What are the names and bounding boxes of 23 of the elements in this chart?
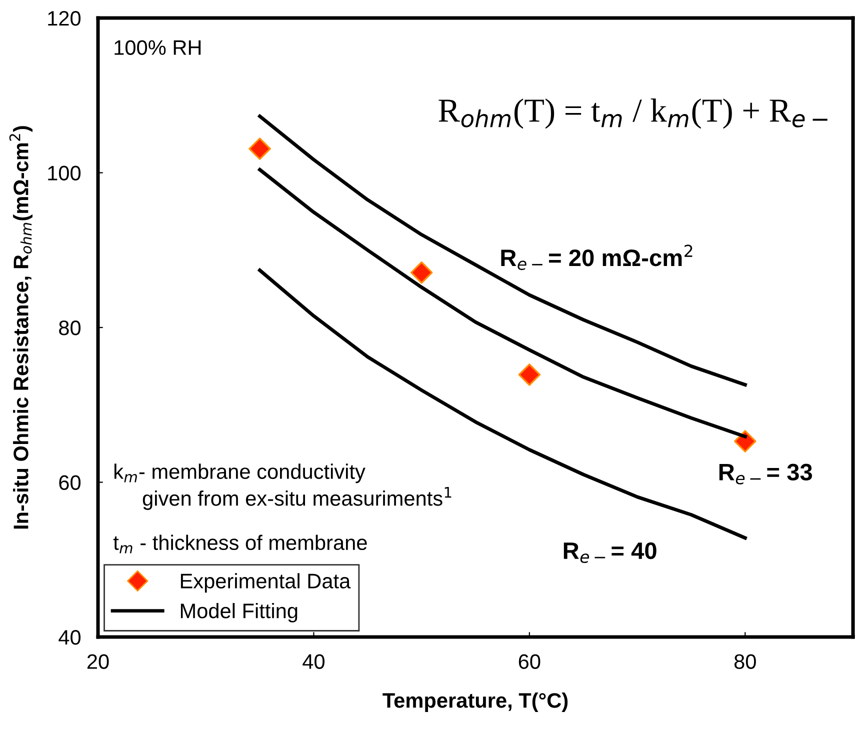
y-tick-label: 40 (58, 630, 81, 645)
annotation: t$_{m}$ - thickness of membrane (113, 534, 367, 554)
y-tick-label: 100 (48, 166, 81, 181)
y-tick-label: 80 (59, 320, 81, 336)
y-axis-title: In-situ Ohmic Resistance, R$_{ohm}$(mΩ-cm$^{2}$) (9, 126, 32, 529)
annotation: R$_{ohm}$(T) = t$_{m}$ / k$_{m}$(T) + R$_{e−}$ (438, 98, 828, 129)
x-axis-title: Temperature, T(°C) (382, 692, 568, 712)
point (518, 364, 541, 386)
x-tick-label: 20 (87, 654, 109, 669)
point (248, 138, 271, 160)
annotation: k$_{m}$- membrane conductivity given from ex-situ measuriments$^{1}$ (114, 464, 452, 510)
x-tick-label: 60 (518, 654, 540, 669)
x-tick-label: 80 (734, 654, 756, 669)
point (410, 261, 433, 284)
annotation: R$_{e−}$= 20 mΩ-cm$^{2}$ (501, 244, 692, 270)
y-tick-label: 60 (59, 475, 81, 490)
annotation: R$_{e−}$= 40 (564, 542, 656, 563)
annotation: 100% RH (114, 40, 201, 55)
x-tick-label: 40 (302, 654, 324, 669)
legend-label: Model Fitting (180, 602, 298, 622)
annotation: R$_{e−}$= 33 (719, 464, 812, 484)
y-tick-label: 120 (48, 11, 81, 26)
legend-label: Experimental Data (180, 573, 351, 593)
